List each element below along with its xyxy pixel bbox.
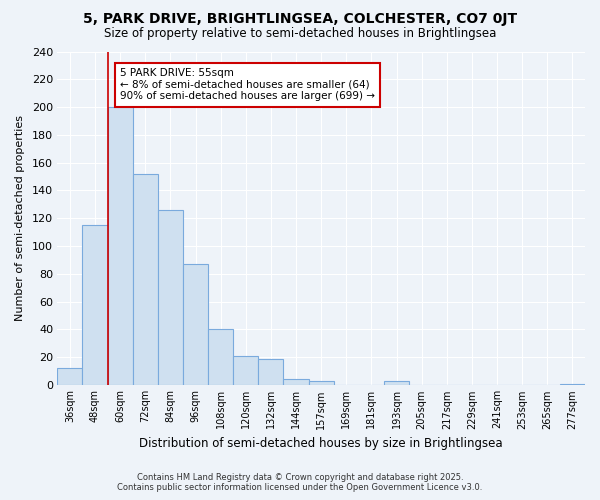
- Text: 5, PARK DRIVE, BRIGHTLINGSEA, COLCHESTER, CO7 0JT: 5, PARK DRIVE, BRIGHTLINGSEA, COLCHESTER…: [83, 12, 517, 26]
- Text: Size of property relative to semi-detached houses in Brightlingsea: Size of property relative to semi-detach…: [104, 28, 496, 40]
- Bar: [133, 174, 158, 385]
- Bar: [560, 384, 585, 385]
- Bar: [308, 381, 334, 385]
- Text: 5 PARK DRIVE: 55sqm
← 8% of semi-detached houses are smaller (64)
90% of semi-de: 5 PARK DRIVE: 55sqm ← 8% of semi-detache…: [120, 68, 375, 102]
- Bar: [183, 264, 208, 385]
- Bar: [208, 330, 233, 385]
- Bar: [283, 380, 308, 385]
- Bar: [82, 225, 107, 385]
- Bar: [158, 210, 183, 385]
- Bar: [384, 381, 409, 385]
- Bar: [259, 358, 283, 385]
- Bar: [107, 107, 133, 385]
- Text: Contains HM Land Registry data © Crown copyright and database right 2025.
Contai: Contains HM Land Registry data © Crown c…: [118, 473, 482, 492]
- Bar: [58, 368, 82, 385]
- X-axis label: Distribution of semi-detached houses by size in Brightlingsea: Distribution of semi-detached houses by …: [139, 437, 503, 450]
- Y-axis label: Number of semi-detached properties: Number of semi-detached properties: [15, 116, 25, 322]
- Bar: [233, 356, 259, 385]
